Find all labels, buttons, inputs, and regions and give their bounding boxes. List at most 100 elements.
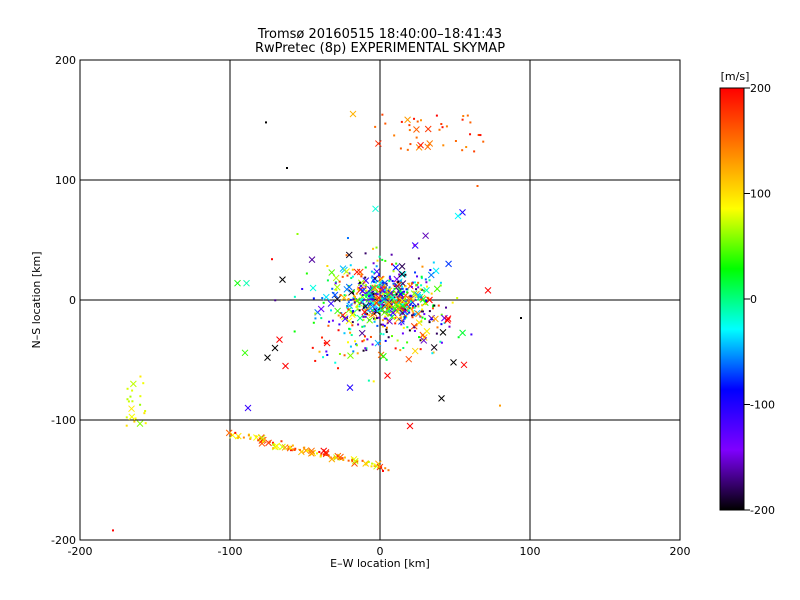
- data-point-dot: [414, 305, 417, 308]
- data-point-x: [454, 212, 462, 220]
- data-point-dot: [364, 266, 367, 269]
- data-point-dot: [414, 271, 417, 274]
- data-point-dot: [358, 281, 361, 284]
- data-point-dot: [374, 296, 377, 299]
- data-point-dot: [125, 424, 128, 427]
- data-point-dot: [381, 280, 384, 283]
- data-point-dot: [403, 316, 406, 319]
- data-point-dot: [465, 146, 468, 149]
- data-point-dot: [436, 326, 439, 329]
- data-point-x-stroke: [413, 126, 420, 133]
- data-point-x-stroke: [383, 300, 390, 308]
- data-point-dot: [420, 277, 423, 280]
- data-point-dot: [247, 434, 250, 437]
- data-point-x: [128, 405, 135, 413]
- data-point-x: [424, 125, 432, 133]
- data-point-dot: [415, 324, 418, 327]
- data-point-x: [258, 440, 266, 447]
- data-point-x-stroke: [358, 329, 366, 337]
- data-point-x-stroke: [343, 268, 350, 275]
- data-point-dot: [420, 275, 423, 278]
- x-tick-label: 200: [670, 545, 691, 558]
- data-point-dot: [400, 285, 403, 288]
- data-point-x-stroke: [423, 327, 431, 335]
- data-point-x-stroke: [439, 329, 447, 336]
- data-point-dot: [353, 299, 356, 302]
- data-point-dot: [365, 295, 368, 298]
- data-point-dot: [338, 458, 341, 461]
- data-point-dot: [358, 309, 361, 312]
- data-point-x-stroke: [341, 315, 349, 323]
- data-point-dot: [126, 398, 129, 401]
- data-point-dot: [411, 310, 414, 313]
- data-point-dot: [139, 395, 142, 398]
- data-point-x: [347, 352, 354, 359]
- data-point-dot: [372, 292, 375, 295]
- data-point-dot: [404, 273, 407, 276]
- data-point-x: [375, 294, 383, 302]
- data-point-dot: [335, 289, 338, 292]
- data-point-x-stroke: [273, 442, 281, 450]
- data-point-dot: [384, 339, 387, 342]
- data-point-dot: [321, 297, 324, 300]
- data-point-dot: [263, 438, 266, 441]
- data-point-dot: [376, 259, 379, 262]
- data-point-dot: [420, 298, 423, 301]
- data-point-dot: [315, 452, 318, 455]
- data-point-dot: [408, 282, 411, 285]
- data-point-x: [415, 310, 422, 318]
- data-point-dot: [431, 307, 434, 310]
- data-point-dot: [382, 333, 385, 336]
- data-point-dot: [379, 332, 382, 335]
- data-point-dot: [399, 279, 402, 282]
- colorbar-ticks: 200 100 0 -100 -200: [744, 82, 775, 517]
- data-point-dot: [400, 323, 403, 326]
- data-point-dot: [364, 315, 367, 318]
- data-point-dot: [388, 310, 391, 313]
- data-point-x-stroke: [244, 404, 252, 412]
- data-point-dot: [236, 437, 239, 440]
- data-point-x-stroke: [386, 317, 393, 325]
- data-point-dot: [351, 311, 354, 314]
- data-point-dot: [384, 315, 387, 318]
- data-point-x-stroke: [385, 305, 393, 313]
- data-point-x-stroke: [392, 264, 400, 271]
- data-point-dot: [370, 298, 373, 301]
- data-point-dot: [402, 346, 405, 349]
- data-point-dot: [378, 285, 381, 288]
- data-point-x-stroke: [380, 286, 387, 294]
- data-point-dot: [359, 299, 362, 302]
- data-point-dot: [361, 340, 364, 343]
- data-point-x-stroke: [391, 305, 399, 313]
- data-point-dot: [408, 129, 411, 132]
- y-tick-label: 100: [55, 174, 76, 187]
- data-point-dot: [237, 435, 240, 438]
- data-point-dot: [439, 340, 442, 343]
- data-point-dot: [361, 325, 364, 328]
- data-point-dot: [378, 255, 381, 258]
- data-point-x-stroke: [406, 422, 414, 430]
- data-point-dot: [406, 326, 409, 329]
- data-point-dot: [363, 281, 366, 284]
- data-point-x: [391, 305, 399, 313]
- data-point-dot: [393, 134, 396, 137]
- data-point-dot: [321, 336, 324, 339]
- data-point-dot: [305, 272, 308, 275]
- data-point-dot: [391, 299, 394, 302]
- data-point-x-stroke: [348, 311, 356, 319]
- data-point-dot: [384, 259, 387, 262]
- data-point-dot: [403, 296, 406, 299]
- data-point-dot: [405, 316, 408, 319]
- data-point-x-stroke: [419, 296, 427, 303]
- data-point-dot: [293, 330, 296, 333]
- data-point-x: [374, 339, 382, 347]
- data-point-dot: [352, 298, 355, 301]
- data-point-dot: [322, 301, 325, 304]
- data-point-dot: [368, 295, 371, 298]
- data-point-dot: [129, 395, 132, 398]
- data-point-dot: [383, 324, 386, 327]
- data-point-x: [372, 205, 379, 213]
- data-point-dot: [325, 350, 328, 353]
- data-point-dot: [382, 323, 385, 326]
